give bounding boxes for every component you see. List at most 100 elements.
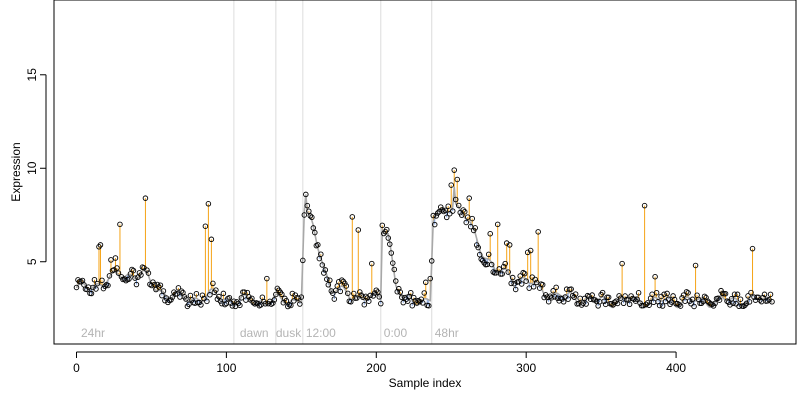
data-point <box>376 294 383 300</box>
data-point <box>689 296 696 303</box>
data-point <box>653 289 660 296</box>
data-point <box>387 241 393 247</box>
x-tick-label: 300 <box>516 361 536 375</box>
data-point <box>231 298 237 305</box>
data-point <box>428 258 435 264</box>
data-point <box>288 302 294 309</box>
data-point <box>88 290 95 297</box>
data-point <box>748 289 754 296</box>
data-point <box>460 207 466 213</box>
data-point <box>129 266 135 273</box>
data-point <box>304 202 311 209</box>
data-point <box>399 294 405 301</box>
section-label: 24hr <box>81 326 105 340</box>
data-point <box>746 299 753 305</box>
data-point <box>306 208 312 214</box>
data-point <box>712 300 718 307</box>
data-point <box>634 296 640 302</box>
data-point <box>670 293 676 299</box>
data-point <box>220 290 227 297</box>
data-point <box>123 277 129 284</box>
data-point <box>393 278 399 284</box>
fit-line-layer <box>75 186 773 309</box>
data-point <box>488 261 495 268</box>
data-point <box>527 247 534 254</box>
data-point <box>437 204 444 210</box>
data-point <box>159 292 165 299</box>
data-point <box>518 281 525 287</box>
data-point <box>285 303 291 310</box>
data-point <box>145 270 152 276</box>
data-point <box>189 297 195 303</box>
data-point <box>78 279 84 285</box>
data-point <box>439 207 445 213</box>
data-point <box>291 298 297 304</box>
data-point <box>229 303 236 309</box>
data-point <box>324 276 330 282</box>
data-point <box>379 222 386 229</box>
data-point <box>144 267 150 273</box>
data-point <box>97 242 104 248</box>
data-point <box>348 299 354 305</box>
data-point <box>530 284 537 290</box>
data-point <box>737 296 744 302</box>
data-point <box>102 283 108 289</box>
data-point <box>126 276 132 282</box>
data-point <box>680 292 687 298</box>
data-point <box>502 260 508 267</box>
data-point <box>390 260 396 266</box>
data-point <box>461 208 468 215</box>
data-point <box>532 276 538 283</box>
data-point <box>175 285 182 291</box>
data-point <box>411 294 417 301</box>
data-point <box>246 294 252 300</box>
data-point <box>652 273 658 280</box>
data-point <box>614 300 621 307</box>
data-point <box>394 288 401 295</box>
data-point <box>626 301 633 308</box>
data-point <box>481 260 487 266</box>
data-point <box>496 266 502 272</box>
x-tick-label: 200 <box>366 361 386 375</box>
data-point <box>369 260 375 267</box>
data-point <box>704 298 711 304</box>
y-tick-label: 10 <box>25 161 39 175</box>
data-point <box>589 292 595 298</box>
data-point <box>201 295 207 302</box>
data-point <box>487 230 493 237</box>
data-point <box>539 281 546 288</box>
data-point <box>204 298 210 305</box>
data-point <box>506 242 513 248</box>
data-point <box>186 301 192 308</box>
data-point <box>343 283 350 289</box>
data-point <box>345 290 351 297</box>
data-point <box>279 291 285 298</box>
data-point <box>580 300 586 306</box>
data-point <box>298 294 305 300</box>
data-point <box>448 182 454 188</box>
data-point <box>545 298 552 305</box>
data-point <box>541 294 547 301</box>
data-point <box>384 226 390 233</box>
data-point <box>425 302 432 309</box>
data-point <box>295 295 302 301</box>
data-point <box>370 293 377 299</box>
x-tick-label: 400 <box>666 361 686 375</box>
data-point <box>247 297 254 303</box>
data-point <box>551 294 558 300</box>
data-point <box>297 301 303 307</box>
data-point <box>237 302 243 309</box>
data-point <box>366 298 372 304</box>
data-point <box>550 288 556 294</box>
data-point <box>472 225 478 231</box>
data-point <box>193 290 200 297</box>
data-point <box>207 292 213 298</box>
data-points <box>73 167 775 310</box>
data-point <box>431 221 438 228</box>
data-point <box>315 242 321 248</box>
data-point <box>106 273 113 279</box>
data-point <box>327 277 333 284</box>
data-point <box>427 275 433 282</box>
data-point <box>271 297 278 303</box>
